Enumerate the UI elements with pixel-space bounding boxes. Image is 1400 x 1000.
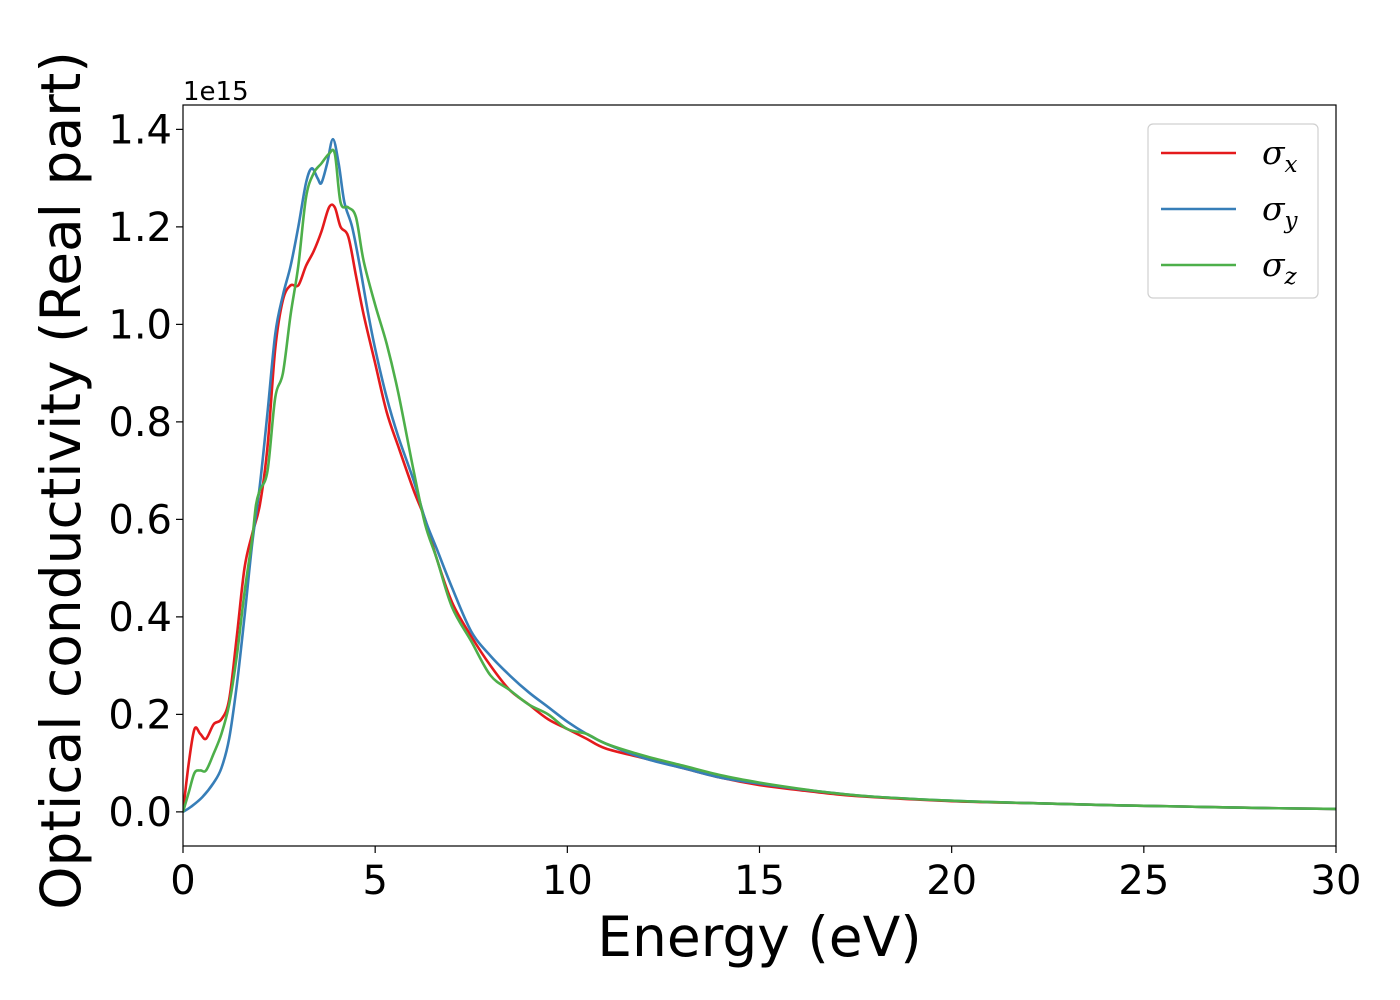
y-axis-title: Optical conductivity (Real part) (29, 51, 93, 910)
x-tick-label: 15 (734, 858, 785, 904)
x-tick-label: 30 (1311, 858, 1362, 904)
legend: σx σy σz (1147, 123, 1319, 299)
y-tick-label: 1.4 (108, 107, 172, 153)
x-tick-label: 5 (362, 858, 387, 904)
y-offset-label: 1e15 (183, 77, 249, 107)
x-tick-label: 10 (542, 858, 593, 904)
legend-label-z: σz (1262, 245, 1298, 290)
y-tick-label: 1.2 (108, 205, 172, 251)
series-line-z (183, 148, 1336, 813)
legend-label-x: σx (1262, 133, 1298, 178)
y-tick-label: 0.0 (108, 790, 172, 836)
x-tick-label: 25 (1118, 858, 1169, 904)
y-tick-label: 0.2 (108, 692, 172, 738)
y-tick-label: 0.8 (108, 400, 172, 446)
x-axis: 0 5 10 15 20 25 30 (170, 846, 1361, 904)
x-axis-title: Energy (eV) (597, 905, 921, 969)
legend-box (1147, 123, 1319, 299)
x-tick-label: 0 (170, 858, 195, 904)
y-tick-label: 0.4 (108, 595, 172, 641)
x-tick-label: 20 (926, 858, 977, 904)
legend-label-y: σy (1262, 189, 1299, 234)
y-tick-label: 1.0 (108, 302, 172, 348)
y-tick-label: 0.6 (108, 497, 172, 543)
y-axis: 0.0 0.2 0.4 0.6 0.8 1.0 1.2 1.4 (108, 107, 183, 836)
series-lines (183, 137, 1336, 813)
